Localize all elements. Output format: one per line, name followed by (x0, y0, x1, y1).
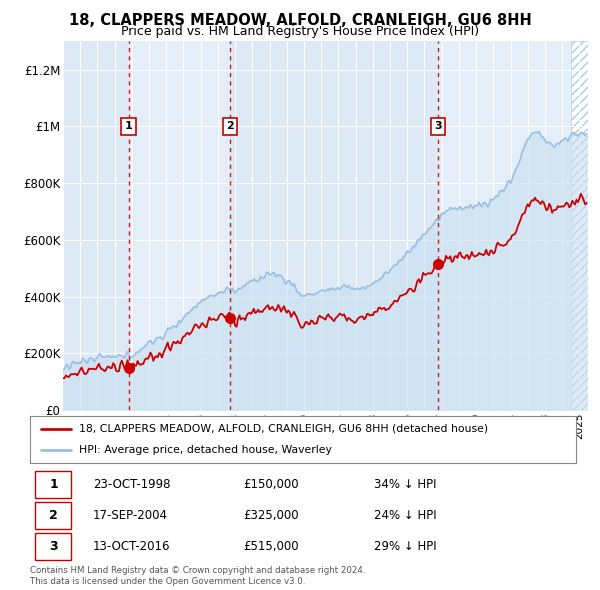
Text: £150,000: £150,000 (243, 478, 299, 491)
Text: 24% ↓ HPI: 24% ↓ HPI (374, 509, 437, 522)
Bar (230, 41, 438, 410)
Bar (571, 41, 588, 410)
Text: 23-OCT-1998: 23-OCT-1998 (93, 478, 170, 491)
Text: 18, CLAPPERS MEADOW, ALFOLD, CRANLEIGH, GU6 8HH (detached house): 18, CLAPPERS MEADOW, ALFOLD, CRANLEIGH, … (79, 424, 488, 434)
Text: 1: 1 (125, 122, 133, 132)
Text: 34% ↓ HPI: 34% ↓ HPI (374, 478, 436, 491)
FancyBboxPatch shape (35, 471, 71, 498)
Text: 2: 2 (226, 122, 234, 132)
Text: 2: 2 (49, 509, 58, 522)
Text: HPI: Average price, detached house, Waverley: HPI: Average price, detached house, Wave… (79, 445, 332, 455)
Text: 3: 3 (49, 540, 58, 553)
Bar (63, 41, 128, 410)
Text: £325,000: £325,000 (243, 509, 299, 522)
Text: 1: 1 (49, 478, 58, 491)
Text: Contains HM Land Registry data © Crown copyright and database right 2024.
This d: Contains HM Land Registry data © Crown c… (30, 566, 365, 586)
Bar (128, 41, 230, 410)
Text: 3: 3 (434, 122, 442, 132)
Text: 17-SEP-2004: 17-SEP-2004 (93, 509, 168, 522)
Text: £515,000: £515,000 (243, 540, 299, 553)
Text: 29% ↓ HPI: 29% ↓ HPI (374, 540, 437, 553)
Text: 13-OCT-2016: 13-OCT-2016 (93, 540, 170, 553)
FancyBboxPatch shape (35, 533, 71, 559)
FancyBboxPatch shape (35, 502, 71, 529)
Bar (438, 41, 571, 410)
Text: 18, CLAPPERS MEADOW, ALFOLD, CRANLEIGH, GU6 8HH: 18, CLAPPERS MEADOW, ALFOLD, CRANLEIGH, … (68, 13, 532, 28)
Text: Price paid vs. HM Land Registry's House Price Index (HPI): Price paid vs. HM Land Registry's House … (121, 25, 479, 38)
